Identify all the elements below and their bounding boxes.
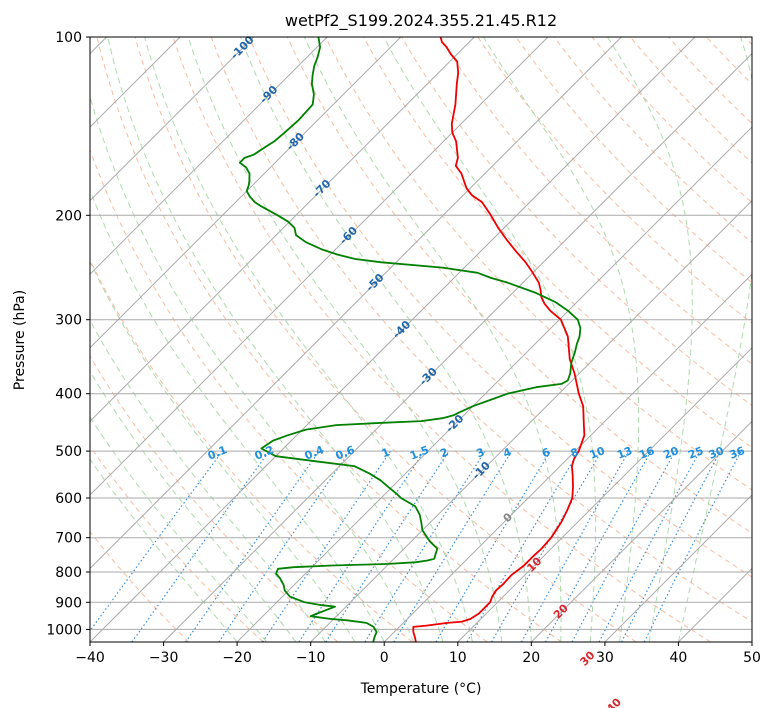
dry-adiabat: [439, 37, 752, 365]
x-tick-label: 50: [743, 650, 761, 666]
moist-adiabat: [677, 37, 752, 642]
moist-adiabat: [107, 37, 444, 642]
moist-adiabat: [90, 319, 326, 642]
mixing-ratio-line: [571, 450, 676, 642]
mixing-ratio-line: [520, 450, 630, 642]
temperature-profile: [412, 37, 586, 642]
dewpoint-profile: [238, 37, 582, 642]
moist-adiabat: [90, 458, 238, 642]
mixing-ratio-label: 1: [380, 445, 392, 460]
plot-background: [90, 37, 752, 642]
moist-adiabat: [383, 37, 597, 642]
dry-adiabat: [515, 37, 752, 284]
y-tick-label: 500: [55, 444, 82, 460]
moist-adiabat: [90, 416, 267, 642]
mixing-ratio-label: 36: [728, 444, 747, 462]
x-tick-label: 40: [669, 650, 687, 666]
x-tick-label: 0: [380, 650, 389, 666]
isotherm-line: [90, 37, 475, 423]
isotherm-line: [604, 494, 752, 642]
x-tick-label: −10: [296, 650, 326, 666]
mixing-ratio-line: [545, 450, 652, 642]
x-tick-label: −30: [149, 650, 179, 666]
isotherm-line: [90, 37, 255, 202]
dry-adiabat: [134, 37, 637, 642]
moist-adiabat: [90, 370, 297, 642]
x-tick-label: −40: [75, 650, 105, 666]
dry-adiabat: [96, 37, 562, 642]
isotherm-line: [90, 37, 696, 642]
moist-adiabat: [187, 37, 503, 642]
mixing-ratio-line: [643, 450, 742, 642]
y-tick-label: 700: [55, 531, 82, 547]
isotherm-line: [90, 37, 622, 570]
isotherm-line: [90, 37, 549, 496]
mixing-ratio-line: [131, 450, 270, 642]
moist-adiabat: [90, 189, 385, 642]
moist-adiabat: [607, 37, 693, 642]
dry-adiabat: [401, 37, 752, 407]
dry-adiabat: [90, 148, 488, 642]
mixing-ratio-line: [185, 450, 320, 642]
mixing-ratio-label: 20: [662, 444, 681, 462]
mixing-ratio-line: [262, 450, 392, 642]
dry-adiabat: [248, 37, 752, 578]
dry-adiabat: [90, 531, 190, 642]
isotherm-line: [530, 420, 752, 642]
moist-adiabat: [90, 260, 356, 642]
chart-title: wetPf2_S199.2024.355.21.45.R12: [285, 11, 557, 31]
isotherm-line: [383, 273, 752, 642]
mixing-ratio-line: [90, 450, 223, 632]
y-tick-label: 100: [55, 30, 82, 46]
isotherm-line: [163, 52, 752, 642]
dry-adiabat: [210, 37, 752, 623]
y-tick-label: 300: [55, 313, 82, 329]
x-tick-label: 10: [449, 650, 467, 666]
moist-adiabat: [240, 37, 532, 642]
y-tick-label: 900: [55, 595, 82, 611]
isotherm-line: [90, 37, 402, 349]
y-tick-label: 600: [55, 491, 82, 507]
dry-adiabat: [90, 355, 339, 642]
mixing-ratio-line: [218, 450, 351, 642]
y-tick-label: 200: [55, 208, 82, 224]
y-tick-label: 800: [55, 565, 82, 581]
y-axis-title: Pressure (hPa): [12, 290, 28, 390]
moist-adiabat: [303, 37, 562, 642]
mixing-ratio-line: [393, 450, 513, 642]
isotherm-line: [236, 126, 752, 642]
mixing-ratio-label: 25: [686, 444, 705, 462]
mixing-ratio-label: 30: [707, 444, 726, 462]
dry-adiabat: [172, 37, 712, 642]
mixing-ratio-label: 16: [637, 444, 656, 462]
y-tick-label: 400: [55, 387, 82, 403]
x-tick-label: 20: [522, 650, 540, 666]
x-tick-label: 30: [596, 650, 614, 666]
isotherm-line: [457, 347, 752, 642]
moist-adiabat: [144, 37, 473, 642]
mixing-ratio-label: 13: [615, 444, 634, 462]
mixing-ratio-label: 3: [475, 445, 487, 460]
dry-adiabat: [90, 445, 264, 642]
x-axis-title: Temperature (°C): [360, 681, 482, 697]
mixing-ratio-line: [298, 450, 425, 642]
plot-frame: [89, 36, 753, 643]
moist-adiabat: [482, 37, 640, 642]
y-tick-label: 1000: [46, 622, 82, 638]
mixing-ratio-label: 10: [588, 444, 607, 462]
x-tick-label: −20: [222, 650, 252, 666]
mixing-ratio-label: 8: [569, 445, 581, 460]
isotherm-line: [310, 199, 752, 642]
mixing-ratio-label: 2: [438, 445, 450, 460]
isotherm-line: [90, 37, 328, 275]
